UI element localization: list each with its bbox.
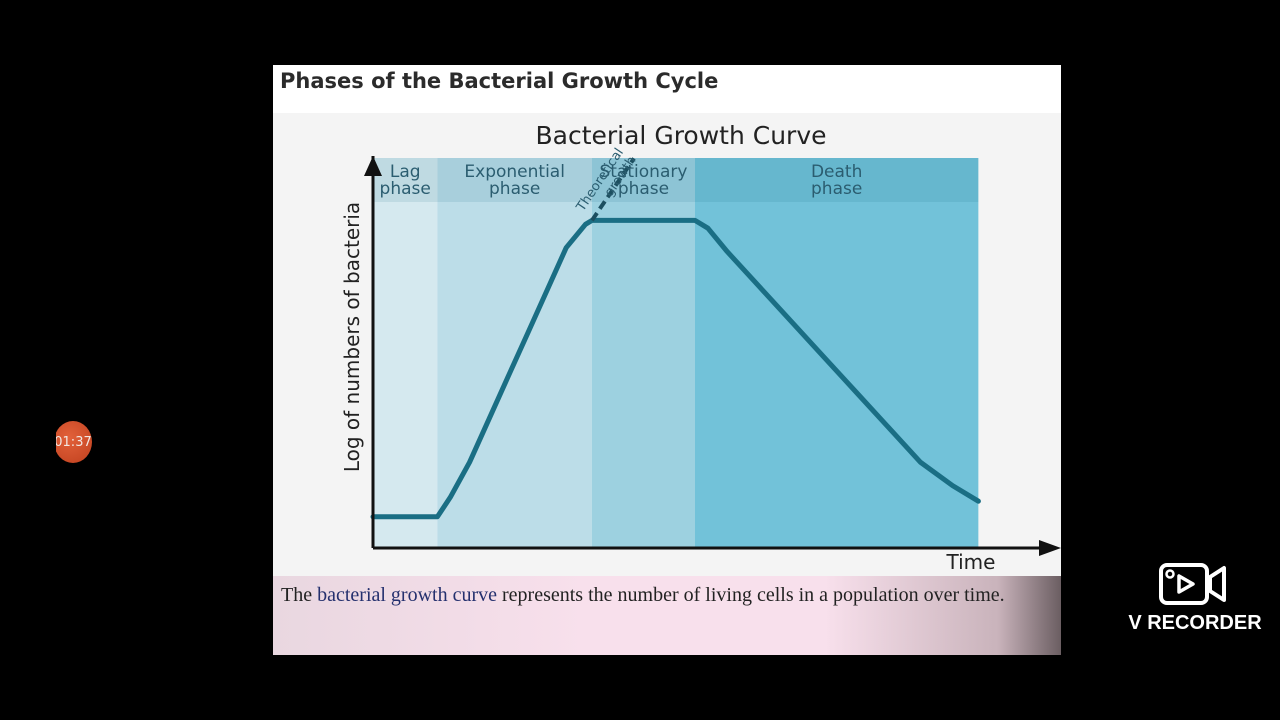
growth-chart: Bacterial Growth Curve Lag phase Exponenti… <box>273 113 1061 576</box>
phase-label-line: phase <box>489 179 540 199</box>
phase-label-line: phase <box>380 179 431 199</box>
phase-region <box>695 158 979 548</box>
phase-region <box>437 158 592 548</box>
phase-label-line: phase <box>618 179 669 199</box>
phase-header-band <box>695 158 979 202</box>
recorder-watermark: V RECORDER <box>1122 560 1268 640</box>
phase-label-line: Stationary <box>600 162 688 182</box>
timer-text: 01:37 <box>54 434 92 450</box>
caption: The bacterial growth curve represents th… <box>273 576 1061 655</box>
chart-title: Bacterial Growth Curve <box>535 121 826 150</box>
phase-label-line: Death <box>811 162 862 182</box>
y-axis-arrow <box>364 156 382 176</box>
growth-chart-svg: Bacterial Growth Curve Lag phaseExponenti… <box>340 121 1061 574</box>
phase-label: Death phase <box>811 162 862 199</box>
phase-label-line: phase <box>811 179 862 199</box>
phase-region <box>373 158 438 548</box>
phase-region <box>591 158 695 548</box>
video-camera-icon <box>1159 563 1226 605</box>
phase-label-line: Exponential <box>464 162 565 182</box>
x-axis-arrow <box>1039 540 1061 556</box>
slide-header: Phases of the Bacterial Growth Cycle <box>273 65 1061 113</box>
phase-label: Exponential phase <box>464 162 565 199</box>
phase-label-line: Lag <box>390 162 421 182</box>
phase-header-band <box>437 158 592 202</box>
phase-header-band <box>373 158 438 202</box>
phase-label: Lag phase <box>380 162 431 199</box>
caption-link[interactable]: bacterial growth curve <box>317 584 498 606</box>
growth-curve <box>370 217 981 520</box>
caption-prefix: The <box>281 584 318 606</box>
slide-title: Phases of the Bacterial Growth Cycle <box>280 69 719 93</box>
theoretical-growth-line <box>590 157 636 222</box>
recording-timer[interactable]: 01:37 <box>54 421 92 463</box>
recorder-label: V RECORDER <box>1128 612 1262 634</box>
caption-suffix: represents the number of living cells in… <box>497 584 1005 606</box>
x-axis-label: Time <box>946 550 996 574</box>
slide: Phases of the Bacterial Growth Cycle Bac… <box>273 65 1061 655</box>
y-axis-label: Log of numbers of bacteria <box>340 202 364 472</box>
phase-label: Stationary phase <box>600 162 688 199</box>
